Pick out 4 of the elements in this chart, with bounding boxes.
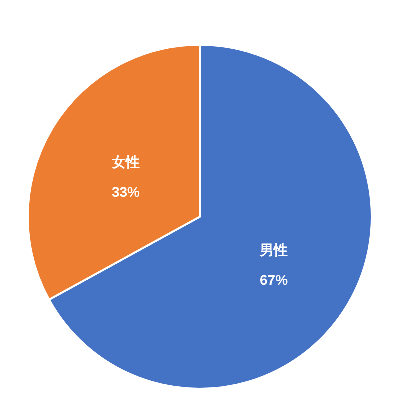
data-label: 33% xyxy=(112,184,141,200)
data-label: 67% xyxy=(260,272,289,288)
slice-label: 女性 xyxy=(110,154,140,170)
slice-label: 男性 xyxy=(259,242,288,258)
